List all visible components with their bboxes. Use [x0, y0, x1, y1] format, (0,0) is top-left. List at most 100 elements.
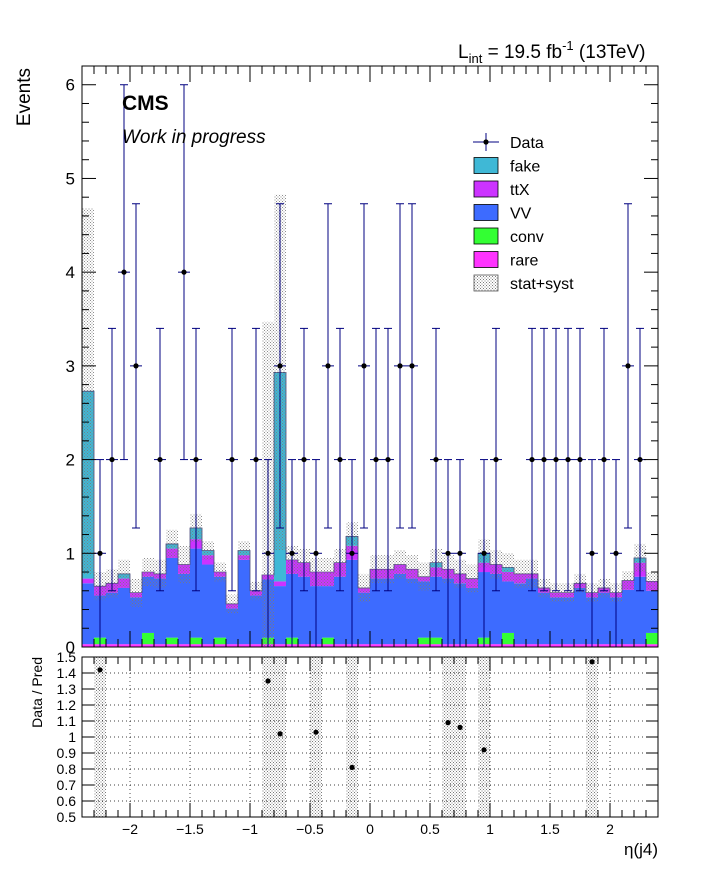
data-point	[457, 550, 463, 556]
uncertainty-band	[358, 573, 370, 603]
data-point	[385, 456, 391, 463]
work-in-progress-label: Work in progress	[122, 127, 266, 148]
uncertainty-band	[466, 564, 478, 593]
stack-bar-vv	[250, 595, 262, 645]
legend: Data fake ttX VV conv rare stat+syst	[473, 133, 574, 293]
uncertainty-band	[394, 550, 406, 579]
stack-bar-rare	[526, 644, 538, 647]
stack-bar-rare	[106, 644, 118, 647]
uncertainty-band	[226, 594, 238, 614]
stack-bar-rare	[202, 644, 214, 647]
stack-bar-rare	[646, 644, 658, 647]
ratio-point	[445, 720, 451, 726]
uncertainty-band	[166, 529, 178, 558]
stack-bar-vv	[538, 592, 550, 645]
lumi-label: Lint = 19.5 fb-1 (13TeV)	[458, 38, 645, 66]
ratio-point	[481, 747, 487, 753]
data-point	[277, 363, 283, 369]
stack-bar-rare	[538, 644, 550, 647]
x-axis-label: η(j4)	[624, 840, 658, 859]
data-point	[541, 456, 547, 463]
uncertainty-band	[118, 559, 130, 588]
uncertainty-band	[130, 578, 142, 607]
data-point	[265, 550, 271, 556]
upper-panel: 0 1 2 3 4 5 6	[66, 65, 659, 657]
data-point	[481, 550, 487, 556]
data-point	[325, 363, 331, 369]
data-point	[121, 269, 127, 275]
stack-bar-conv	[418, 637, 430, 645]
ratio-y-tick-label: 1.2	[57, 697, 77, 713]
ratio-uncertainty-band	[94, 657, 106, 817]
uncertainty-band	[562, 583, 574, 603]
data-point	[637, 456, 643, 463]
data-point	[625, 363, 631, 369]
data-point	[613, 550, 619, 556]
stack-bar-rare	[214, 644, 226, 647]
x-tick-label: 0.5	[420, 821, 440, 837]
y-tick-label: 5	[66, 169, 75, 188]
uncertainty-band	[142, 557, 154, 587]
uncertainty-band	[178, 545, 190, 584]
stack-bar-vv	[358, 592, 370, 645]
stack-bar-rare	[118, 644, 130, 647]
cms-label: CMS	[122, 92, 169, 115]
stack-bar-vv	[406, 578, 418, 645]
ratio-y-tick-label: 0.7	[57, 777, 77, 793]
stack-bar-vv	[214, 576, 226, 638]
uncertainty-band	[418, 562, 430, 591]
stack-bar-vv	[190, 548, 202, 638]
data-point	[373, 456, 379, 463]
ratio-uncertainty-band	[478, 657, 490, 817]
legend-label: Data	[510, 135, 544, 152]
stack-bar-vv	[562, 597, 574, 645]
stack-bar-vv	[502, 581, 514, 633]
stack-bar-conv	[322, 637, 334, 645]
stack-bar-vv	[430, 576, 442, 638]
stack-bar-rare	[406, 644, 418, 647]
stack-bar-vv	[334, 576, 346, 645]
stack-bar-conv	[430, 637, 442, 645]
stack-bar-conv	[646, 632, 658, 645]
data-point	[229, 456, 235, 463]
legend-marker	[483, 139, 489, 145]
uncertainty-band	[646, 572, 658, 591]
uncertainty-band	[550, 583, 562, 603]
stack-bar-vv	[82, 583, 94, 645]
stack-bar-rare	[238, 644, 250, 647]
uncertainty-band	[322, 557, 334, 587]
stack-bar-rare	[490, 644, 502, 647]
uncertainty-band	[406, 555, 418, 584]
stack-bar-vv	[382, 578, 394, 645]
data-point	[109, 456, 115, 463]
stack-bar-rare	[334, 644, 346, 647]
legend-label: conv	[510, 229, 544, 246]
stack-bar-conv	[502, 632, 514, 645]
stack-bar-rare	[598, 644, 610, 647]
ratio-point	[97, 667, 103, 673]
stack-bar-vv	[514, 583, 526, 645]
stack-bar-vv	[238, 559, 250, 645]
stack-bar-rare	[370, 644, 382, 647]
data-point	[529, 456, 535, 463]
stack-bar-rare	[142, 644, 154, 647]
stack-bar-vv	[634, 576, 646, 645]
ratio-y-tick-label: 0.8	[57, 761, 77, 777]
ratio-y-axis-label: Data / Pred	[29, 657, 45, 728]
y-tick-label: 0	[66, 638, 75, 657]
data-point	[337, 456, 343, 463]
stack-bar-rare	[130, 644, 142, 647]
uncertainty-band	[514, 559, 526, 588]
data-point	[349, 550, 355, 556]
stack-bar-vv	[526, 578, 538, 645]
stack-bar-vv	[154, 578, 166, 645]
y-tick-label: 6	[66, 76, 75, 95]
stack-bar-rare	[250, 644, 262, 647]
ratio-y-tick-label: 1.1	[57, 713, 77, 729]
stack-bar-vv	[166, 557, 178, 638]
ratio-y-tick-label: 1	[68, 729, 76, 745]
stack-bar-rare	[358, 644, 370, 647]
data-point	[133, 363, 139, 369]
stack-bar-rare	[178, 644, 190, 647]
